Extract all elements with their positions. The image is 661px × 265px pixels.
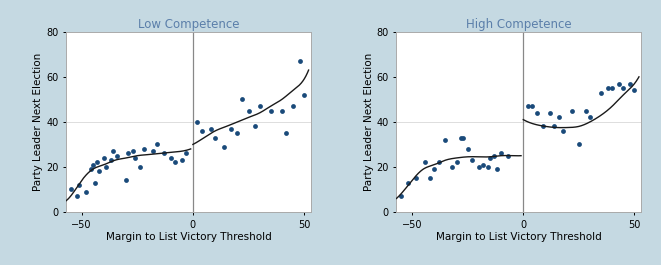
Point <box>101 165 112 169</box>
Point <box>483 165 493 169</box>
Point <box>607 86 617 90</box>
Point <box>462 147 473 151</box>
Point <box>496 151 506 156</box>
Point <box>429 167 440 171</box>
Point <box>549 124 560 129</box>
Point <box>94 169 104 174</box>
Point <box>65 187 76 192</box>
Point <box>159 151 169 156</box>
Point <box>250 124 260 129</box>
Point <box>121 178 132 183</box>
Point <box>580 109 591 113</box>
Point <box>574 142 584 147</box>
Point <box>225 126 236 131</box>
Point <box>108 149 118 153</box>
Point <box>502 153 513 158</box>
Point <box>152 142 163 147</box>
Point <box>276 109 287 113</box>
Point <box>455 135 466 140</box>
Point <box>254 104 265 108</box>
Point <box>147 149 158 153</box>
Point <box>243 109 254 113</box>
Title: High Competence: High Competence <box>466 18 572 31</box>
Point <box>553 115 564 120</box>
Point <box>424 176 435 180</box>
Point <box>585 115 596 120</box>
Point <box>440 138 451 142</box>
Point <box>478 162 488 167</box>
Point <box>87 162 98 167</box>
Point <box>288 104 298 108</box>
Point <box>181 151 192 156</box>
Point <box>527 104 537 108</box>
Point <box>420 160 431 165</box>
Point <box>451 160 462 165</box>
Point <box>196 129 207 133</box>
Point <box>467 158 477 162</box>
X-axis label: Margin to List Victory Threshold: Margin to List Victory Threshold <box>106 232 271 242</box>
Point <box>531 111 542 115</box>
Point <box>165 156 176 160</box>
Point <box>74 183 85 187</box>
Point <box>92 160 102 165</box>
Point <box>411 176 422 180</box>
Point <box>491 167 502 171</box>
Point <box>128 149 138 153</box>
Point <box>123 151 134 156</box>
Point <box>232 131 243 135</box>
Point <box>625 82 635 86</box>
Point <box>567 109 578 113</box>
Point <box>112 153 122 158</box>
Point <box>130 156 140 160</box>
Point <box>558 129 568 133</box>
Point <box>170 160 180 165</box>
Y-axis label: Party Leader Next Election: Party Leader Next Election <box>33 53 44 191</box>
Point <box>105 158 116 162</box>
Point <box>72 194 83 198</box>
Point <box>281 131 292 135</box>
Point <box>81 190 91 194</box>
Point <box>396 194 407 198</box>
Point <box>473 165 484 169</box>
Point <box>266 109 276 113</box>
Point <box>434 160 444 165</box>
Point <box>458 135 469 140</box>
Point <box>403 181 413 185</box>
Point <box>192 120 203 124</box>
Point <box>294 59 305 63</box>
Point <box>206 126 216 131</box>
Point <box>139 147 149 151</box>
Point <box>85 167 96 171</box>
Point <box>522 104 533 108</box>
Point <box>210 135 220 140</box>
Point <box>629 88 640 92</box>
Point <box>538 124 549 129</box>
Point <box>219 144 229 149</box>
Point <box>98 156 109 160</box>
Point <box>90 181 100 185</box>
Point <box>596 91 606 95</box>
X-axis label: Margin to List Victory Threshold: Margin to List Victory Threshold <box>436 232 602 242</box>
Point <box>545 111 555 115</box>
Point <box>618 86 629 90</box>
Point <box>299 93 309 97</box>
Point <box>176 158 187 162</box>
Point <box>485 156 495 160</box>
Y-axis label: Party Leader Next Election: Party Leader Next Election <box>364 53 373 191</box>
Point <box>237 97 247 101</box>
Title: Low Competence: Low Competence <box>137 18 239 31</box>
Point <box>603 86 613 90</box>
Point <box>613 82 624 86</box>
Point <box>134 165 145 169</box>
Point <box>447 165 457 169</box>
Point <box>489 153 500 158</box>
